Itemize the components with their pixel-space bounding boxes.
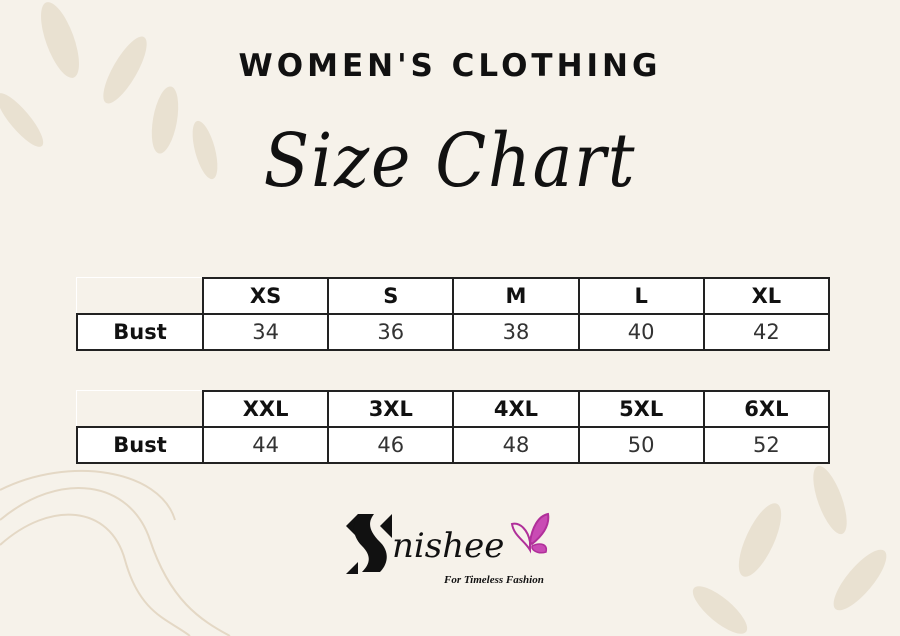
size-header-row: XXL 3XL 4XL 5XL 6XL bbox=[77, 390, 831, 428]
size-table-1: XS S M L XL Bust 34 36 38 40 42 bbox=[76, 277, 831, 351]
size-header: 6XL bbox=[702, 390, 831, 428]
bust-value: 48 bbox=[452, 426, 580, 464]
brand-logo: nishee For Timeless Fashion bbox=[344, 512, 564, 592]
row-label: Bust bbox=[76, 426, 204, 464]
size-header-row: XS S M L XL bbox=[77, 277, 831, 315]
size-header: XXL bbox=[201, 390, 330, 428]
bust-value: 38 bbox=[452, 313, 580, 351]
bust-value: 40 bbox=[577, 313, 705, 351]
brand-tagline: For Timeless Fashion bbox=[444, 574, 544, 586]
size-header: 5XL bbox=[577, 390, 705, 428]
bust-value: 34 bbox=[201, 313, 330, 351]
bust-value: 46 bbox=[327, 426, 455, 464]
size-header: S bbox=[327, 277, 455, 315]
size-header: 3XL bbox=[327, 390, 455, 428]
size-header: 4XL bbox=[452, 390, 580, 428]
butterfly-icon bbox=[510, 512, 550, 554]
row-label: Bust bbox=[76, 313, 204, 351]
size-header: XL bbox=[702, 277, 831, 315]
size-header: M bbox=[452, 277, 580, 315]
page-subtitle: Size Chart bbox=[263, 118, 637, 204]
size-header: L bbox=[577, 277, 705, 315]
s-monogram-icon bbox=[346, 514, 392, 574]
bust-value: 52 bbox=[702, 426, 831, 464]
bust-value: 44 bbox=[201, 426, 330, 464]
empty-cell bbox=[77, 391, 203, 428]
bust-value: 50 bbox=[577, 426, 705, 464]
bust-value: 36 bbox=[327, 313, 455, 351]
size-header: XS bbox=[201, 277, 330, 315]
page-title: WOMEN'S CLOTHING bbox=[238, 48, 662, 84]
size-table-2: XXL 3XL 4XL 5XL 6XL Bust 44 46 48 50 52 bbox=[76, 390, 831, 464]
empty-cell bbox=[77, 278, 203, 315]
brand-name: nishee bbox=[392, 526, 505, 566]
bust-row: Bust 44 46 48 50 52 bbox=[76, 426, 831, 464]
bust-row: Bust 34 36 38 40 42 bbox=[76, 313, 831, 351]
bust-value: 42 bbox=[702, 313, 831, 351]
